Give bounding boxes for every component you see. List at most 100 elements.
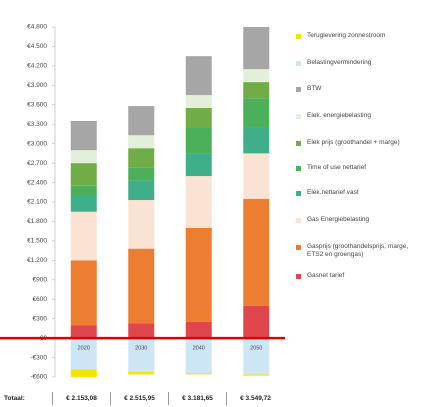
total-value: € 2.515,95	[110, 392, 168, 405]
x-tick-label: 2030	[135, 346, 147, 352]
y-tick-label: -€600	[30, 374, 47, 381]
legend-item: Elek.nettarief vast	[296, 189, 426, 197]
bar-segment	[243, 374, 270, 376]
bar-segment	[70, 325, 97, 339]
x-tick-label: 2020	[78, 346, 90, 352]
legend-item: BTW	[296, 85, 426, 93]
legend-item: Gasnet tarief	[296, 272, 426, 280]
legend-label: Elek prijs (groothandel + marge)	[307, 139, 400, 146]
y-tick-label: €3.000	[27, 140, 47, 147]
legend-label: Teruglevering zonnestroom	[307, 32, 386, 39]
y-tick-label: €4.200	[27, 63, 47, 70]
legend-swatch	[296, 33, 301, 39]
bar-segment	[243, 82, 270, 99]
bar-segment	[185, 227, 212, 322]
bar-segment	[185, 373, 212, 375]
y-tick-label: €1.200	[27, 257, 47, 264]
legend-item: Teruglevering zonnestroom	[296, 32, 426, 40]
y-tick-label: €4.500	[27, 43, 47, 50]
legend-item: Elek prijs (groothandel + marge)	[296, 139, 426, 147]
bar-segment	[185, 127, 212, 154]
bar-segment	[70, 195, 97, 212]
bar-segment	[243, 305, 270, 339]
bar-segment	[128, 167, 155, 181]
bar-segment	[185, 176, 212, 228]
bar-segment	[70, 369, 97, 377]
y-tick-label: €3.300	[27, 121, 47, 128]
legend-swatch	[296, 244, 301, 250]
bar-segment	[243, 153, 270, 199]
legend-swatch	[296, 273, 301, 279]
legend-item: Belastingvermindering	[296, 59, 426, 67]
legend-label: BTW	[307, 85, 322, 92]
bar-segment	[70, 120, 97, 151]
y-tick-label: €900	[33, 276, 48, 283]
totals-row: Totaal: € 2.153,08 € 2.515,95 € 3.181,65 € 3…	[0, 392, 300, 406]
bar-segment	[70, 163, 97, 186]
legend-label: Belastingvermindering	[307, 59, 372, 66]
chart: -€600-€300€0€300€600€900€1.200€1.500€1.8…	[0, 24, 285, 381]
legend-label: Elek.nettarief vast	[307, 189, 359, 196]
bar-segment	[243, 98, 270, 128]
y-tick-label: €3.900	[27, 82, 47, 89]
bar-segment	[70, 185, 97, 196]
bar-segment	[70, 150, 97, 164]
bar-segment	[70, 338, 97, 370]
bar-segment	[70, 211, 97, 261]
legend-swatch	[296, 217, 301, 223]
bar-segment	[128, 338, 155, 372]
y-tick-label: €1.500	[27, 238, 47, 245]
legend-swatch	[296, 165, 301, 171]
bar-segment	[185, 338, 212, 374]
y-tick-label: €600	[33, 296, 48, 303]
legend-label: Time of use nettarief	[307, 164, 367, 171]
legend-swatch	[296, 190, 301, 196]
legend-swatch	[296, 140, 301, 146]
bar-segment	[128, 148, 155, 168]
total-value: € 3.181,65	[168, 392, 226, 405]
bar-segment	[185, 153, 212, 177]
y-tick-label: €2.400	[27, 179, 47, 186]
y-tick-label: €3.600	[27, 101, 47, 108]
bar-segment	[185, 321, 212, 339]
bar-segment	[128, 106, 155, 136]
y-tick-label: €2.700	[27, 160, 47, 167]
y-tick-label: €1.800	[27, 218, 47, 225]
total-value: € 3.549,72	[226, 392, 284, 405]
legend-label: Gasprijs (groothandelsprijs, marge, ETS2…	[307, 243, 409, 258]
y-tick-label: -€300	[30, 354, 47, 361]
bar-segment	[243, 69, 270, 83]
bar-segment	[128, 200, 155, 249]
x-tick-label: 2050	[250, 346, 262, 352]
bar-segment	[128, 135, 155, 149]
y-tick-label: €2.100	[27, 199, 47, 206]
y-tick-label: €300	[33, 315, 48, 322]
legend-item: Time of use nettarief	[296, 164, 426, 172]
bar-segment	[185, 56, 212, 96]
x-tick-label: 2040	[193, 346, 205, 352]
bar-segment	[185, 108, 212, 128]
totals-label: Totaal:	[4, 395, 25, 402]
bar-segment	[243, 338, 270, 375]
legend-item: Elek. energiebelasting	[296, 112, 426, 120]
legend-swatch	[296, 113, 301, 119]
total-value: € 2.153,08	[52, 392, 110, 405]
bar-segment	[70, 260, 97, 326]
bar-segment	[243, 127, 270, 154]
legend-label: Elek. energiebelasting	[307, 112, 371, 119]
legend-label: Gasnet tarief	[307, 272, 345, 279]
legend-label: Gas Energiebelasting	[307, 216, 370, 223]
bar-segment	[128, 371, 155, 375]
bar-segment	[128, 248, 155, 324]
bar-segment	[128, 323, 155, 339]
bar-segment	[128, 180, 155, 201]
y-tick-label: €4.800	[27, 24, 47, 31]
legend-swatch	[296, 60, 301, 66]
bar-segment	[243, 198, 270, 306]
bar-segment	[243, 27, 270, 70]
bar-segment	[185, 95, 212, 109]
legend-item: Gas Energiebelasting	[296, 216, 426, 224]
legend-item: Gasprijs (groothandelsprijs, marge, ETS2…	[296, 243, 426, 259]
legend-swatch	[296, 86, 301, 92]
